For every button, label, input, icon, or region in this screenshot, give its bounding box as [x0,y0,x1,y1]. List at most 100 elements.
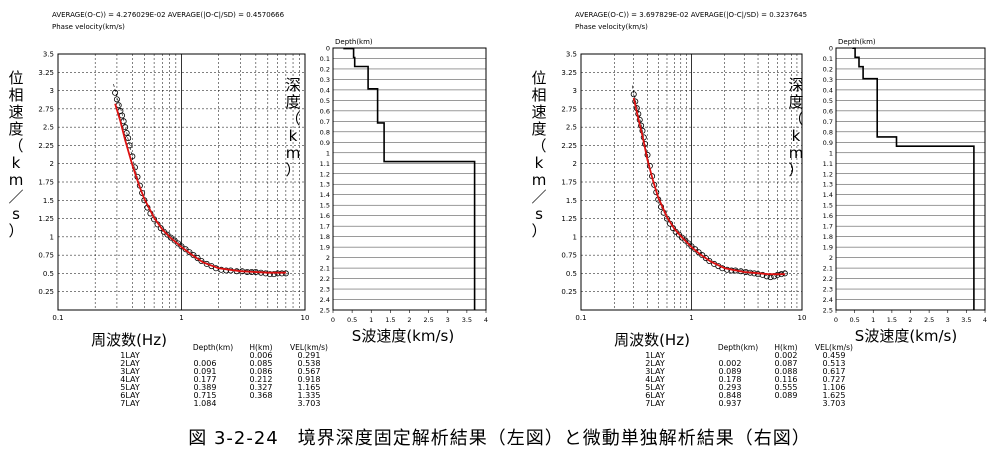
panel-0-profile-y-tick-label: 1.7 [320,223,330,231]
panel-0-table-cell: 0.085 [250,359,273,368]
panel-0-observed-point [171,237,178,244]
panel-1-average-header: AVERAGE(O-C)) = 3.697829E-02 AVERAGE(|O-… [575,11,807,19]
figure-caption: 図 3-2-24 境界深度固定解析結果（左図）と微動単独解析結果（右図） [188,428,811,449]
panel-1-table-cell: 0.555 [775,383,798,392]
panel-0-observed-point [266,271,273,278]
panel-1-dispersion-frame [580,53,803,311]
panel-0-profile-y-tick-label: 0.4 [320,86,330,94]
panel-1-profile-x-tick-label: 4 [983,316,987,324]
panel-1-table-cell: 3LAY [645,367,665,376]
panel-0-profile-x-tick-label: 0 [331,316,335,324]
panel-1-profile-y-tick-label: 0 [829,45,833,53]
panel-0-y-axis-label-char: ／ [8,188,23,206]
panel-0-profile-y-tick-label: 0 [326,45,330,53]
panel-0-table-cell: 0.918 [298,375,321,384]
panel-1-profile-depth-label-char: m [789,144,804,162]
panel-0-table-cell: 1.084 [194,399,217,408]
panel-0-observed-point [198,257,205,264]
panel-1-table-cell: 5LAY [645,383,665,392]
panel-0-profile-y-tick-label: 0.9 [320,139,330,147]
panel-0-y-tick-label: 0.25 [38,288,54,296]
panel-1-profile-depth-label-char: k [792,127,801,145]
panel-1-table-cell: 0.002 [719,359,742,368]
panel-0-y-tick-label: 3.25 [38,69,54,77]
panel-0-profile-y-tick-label: 0.5 [320,97,330,105]
panel-1-y-tick-label: 1.25 [561,215,577,223]
panel-0-table-cell: 6LAY [120,391,140,400]
panel-1-velocity-profile [852,47,975,310]
panel-1-table-header: Depth(km) [718,343,758,352]
panel-0-profile-y-tick-label: 1.1 [320,160,330,168]
panel-0-profile-depth-label-char: 度 [285,93,300,111]
panel-1-profile-x-tick-label: 0 [834,316,838,324]
panel-1-profile-x-tick-label: 1 [871,316,875,324]
panel-1-profile-y-tick-label: 0.3 [823,76,833,84]
panel-0-y-tick-label: 2.5 [43,124,54,132]
panel-1-table-cell: 0.513 [823,359,846,368]
panel-0-theoretical-curve [113,84,285,273]
panel-1-table-cell: 0.727 [823,375,846,384]
panel-0-profile-y-tick-label: 0.6 [320,107,330,115]
panel-1-y-tick-label: 2.25 [561,142,577,150]
panel-0-profile-x-tick-label: 2 [407,316,411,324]
panel-1-y-tick-label: 3.5 [566,51,577,59]
panel-1-y-tick-label: 1 [573,233,577,241]
panel-1-profile-depth-label-char: ） [788,161,803,179]
panel-0-y-tick-label: 1.5 [43,197,54,205]
panel-1-y-tick-label: 2 [573,160,577,168]
panel-1-x-tick-label: 10 [798,314,807,322]
panel-1-observed-point [678,234,685,241]
panel-1-profile-y-tick-label: 1.5 [823,202,833,210]
panel-1-profile-y-tick-label: 0.7 [823,118,833,126]
panel-0-profile-x-tick-label: 4 [484,316,488,324]
panel-1-observed-point [692,246,699,253]
panel-0-table-cell: 0.715 [194,391,217,400]
panel-0-table-cell: 0.091 [194,367,217,376]
panel-1-table-cell: 0.089 [719,367,742,376]
panel-0-table-cell: 1.165 [298,383,321,392]
panel-1-profile-y-tick-label: 0.4 [823,86,833,94]
panel-1-table-cell: 0.617 [823,367,846,376]
panel-1-profile-y-tick-label: 1.7 [823,223,833,231]
panel-0-profile-x-tick-label: 0.5 [347,316,357,324]
panel-1-table-cell: 0.848 [719,391,742,400]
panel-1-profile-title: Depth(km) [838,38,876,46]
panel-1-table-cell: 0.116 [775,375,798,384]
panel-0-table-cell: 0.327 [250,383,273,392]
panel-1-y-tick-label: 0.25 [561,288,577,296]
panel-1-table-cell: 6LAY [645,391,665,400]
panel-1-profile-depth-label-char: 度 [788,93,803,111]
panel-1-observed-point [699,252,706,259]
panel-1-y-tick-label: 1.75 [561,179,577,187]
panel-0-profile-x-tick-label: 3 [446,316,450,324]
panel-1-y-axis-label-char: （ [531,137,546,155]
panel-1-observed-point [702,255,709,262]
panel-1-table-cell: 0.937 [719,399,742,408]
panel-0-table-cell: 2LAY [120,359,140,368]
panel-0-profile-x-tick-label: 3.5 [462,316,472,324]
panel-0-table-cell: 0.567 [298,367,321,376]
panel-0-observed-point [186,249,193,256]
panel-0-x-axis-label: 周波数(Hz) [91,331,167,349]
panel-0-profile-depth-label-char: m [286,144,301,162]
panel-0-observed-point [157,225,164,232]
panel-1-profile-x-tick-label: 2 [908,316,912,324]
panel-1-profile-y-tick-label: 2.5 [823,307,833,315]
panel-1-y-tick-label: 0.75 [561,252,577,260]
panel-0-profile-frame [332,47,487,311]
panel-0-x-tick-label: 1 [179,314,183,322]
panel-1-profile-x-tick-label: 3 [946,316,950,324]
panel-0-profile-y-tick-label: 1.5 [320,202,330,210]
panel-0-y-tick-label: 3 [50,87,54,95]
panel-0-observed-point [113,96,120,103]
panel-0-observed-point [167,234,174,241]
panel-0-profile-y-tick-label: 2.1 [320,265,330,273]
panel-1-table-cell: 0.089 [775,391,798,400]
panel-1-table-cell: 0.088 [775,367,798,376]
panel-1-table-cell: 0.178 [719,375,742,384]
panel-1-profile-y-tick-label: 2.4 [823,296,833,304]
panel-1-y-axis-label-char: m [532,171,547,189]
panel-0-y-tick-label: 1.75 [38,179,54,187]
